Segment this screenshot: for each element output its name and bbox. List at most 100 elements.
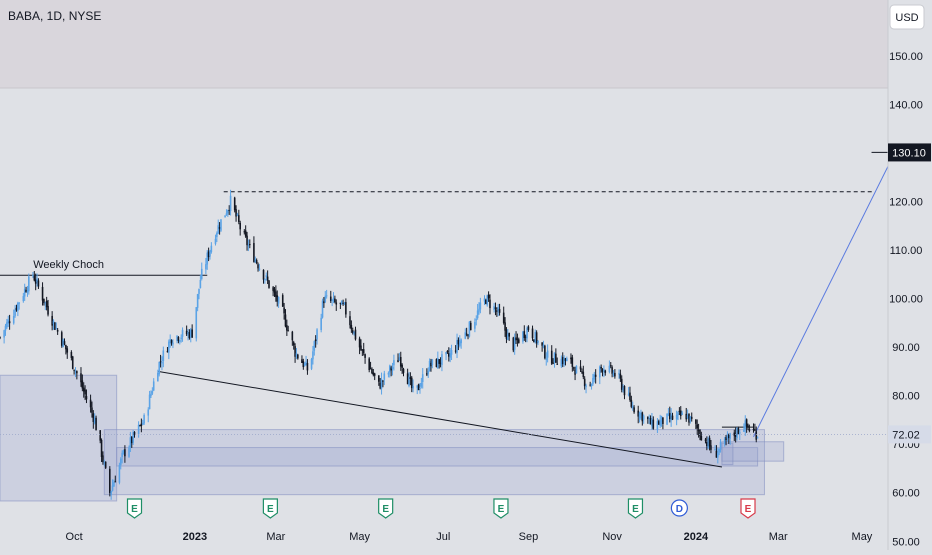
down-candle	[755, 431, 758, 440]
up-candle	[608, 365, 611, 373]
earnings-shield	[378, 498, 394, 519]
up-candle	[526, 328, 528, 339]
down-candle	[704, 439, 707, 441]
earnings-badge[interactable]: E	[262, 498, 278, 519]
up-candle	[331, 299, 333, 301]
price-tick-label: 110.00	[890, 245, 923, 257]
up-candle	[659, 420, 661, 426]
up-candle	[12, 316, 15, 324]
up-candle	[585, 385, 587, 388]
down-candle	[544, 345, 546, 359]
down-candle	[248, 244, 251, 246]
down-candle	[454, 350, 457, 352]
up-candle	[656, 421, 659, 430]
down-candle	[550, 350, 553, 364]
dividend-badge[interactable]: D	[670, 499, 688, 517]
up-candle	[258, 268, 261, 270]
up-candle	[172, 342, 174, 345]
up-candle	[52, 320, 55, 325]
up-candle	[412, 385, 414, 389]
up-candle	[729, 433, 731, 439]
up-candle	[295, 353, 298, 357]
up-candle	[670, 414, 672, 421]
down-candle	[733, 432, 736, 436]
earnings-badge[interactable]: E	[627, 498, 644, 519]
up-candle	[332, 297, 335, 301]
down-candle	[485, 299, 487, 304]
down-candle	[668, 413, 671, 419]
down-candle	[410, 377, 413, 389]
down-candle	[360, 345, 362, 351]
down-candle	[594, 374, 597, 377]
down-candle	[255, 260, 258, 264]
currency-button[interactable]: USD	[889, 4, 925, 30]
down-candle	[287, 330, 290, 332]
down-candle	[273, 289, 276, 293]
up-candle	[408, 376, 410, 386]
up-candle	[486, 295, 489, 306]
down-candle	[266, 276, 269, 281]
up-candle	[553, 352, 556, 363]
up-candle	[478, 308, 480, 312]
target-price-tag	[888, 143, 931, 162]
up-candle	[666, 413, 668, 425]
down-candle	[70, 352, 73, 358]
up-candle	[383, 373, 386, 380]
down-candle	[708, 437, 711, 447]
down-candle	[92, 413, 95, 423]
drawings-layer: Weekly Choch	[0, 151, 896, 468]
earnings-badge[interactable]: E	[740, 498, 756, 519]
up-candle	[44, 302, 47, 304]
down-candle	[253, 243, 255, 262]
up-candle	[141, 422, 144, 425]
up-candle	[618, 372, 620, 375]
up-candle	[151, 391, 154, 394]
up-candle	[4, 325, 7, 331]
up-candle	[220, 219, 222, 231]
earnings-badge[interactable]: E	[126, 498, 143, 519]
event-letter: E	[498, 504, 505, 515]
down-candle	[170, 340, 173, 344]
earnings-shield	[493, 498, 509, 519]
down-candle	[581, 371, 583, 373]
up-candle	[198, 288, 200, 294]
up-candle	[143, 415, 145, 424]
down-candle	[614, 372, 616, 377]
up-candle	[431, 359, 434, 366]
down-candle	[99, 430, 101, 441]
time-tick-label: Oct	[66, 531, 83, 543]
down-candle	[228, 209, 231, 211]
down-candle	[185, 330, 188, 335]
down-candle	[159, 361, 162, 363]
up-candle	[305, 361, 307, 366]
up-candle	[236, 214, 239, 216]
down-candle	[541, 342, 543, 346]
time-axis: Oct 2023 Mar May Jul Sep Nov 2024 Mar May	[66, 531, 873, 543]
down-candle	[378, 375, 380, 382]
down-candle	[524, 336, 527, 338]
up-candle	[537, 340, 539, 343]
down-candle	[457, 339, 460, 345]
down-candle	[281, 295, 284, 307]
earnings-badge[interactable]: E	[493, 498, 509, 519]
down-candle	[679, 410, 682, 416]
up-candle	[205, 264, 207, 270]
down-candle	[633, 407, 635, 413]
earnings-badge[interactable]: E	[378, 498, 394, 519]
event-letter: E	[267, 504, 274, 515]
down-candle	[368, 358, 370, 370]
up-candle	[137, 424, 140, 435]
up-candle	[474, 321, 476, 329]
up-candle	[118, 465, 121, 483]
up-candle	[458, 341, 461, 346]
down-candle	[239, 222, 241, 230]
up-candle	[566, 358, 568, 362]
up-candle	[150, 393, 152, 396]
down-candle	[63, 341, 66, 345]
currency-label: USD	[895, 12, 918, 24]
current-price-tag	[888, 425, 931, 444]
up-candle	[310, 359, 313, 369]
demand-zone	[116, 447, 759, 467]
up-candle	[648, 417, 650, 419]
